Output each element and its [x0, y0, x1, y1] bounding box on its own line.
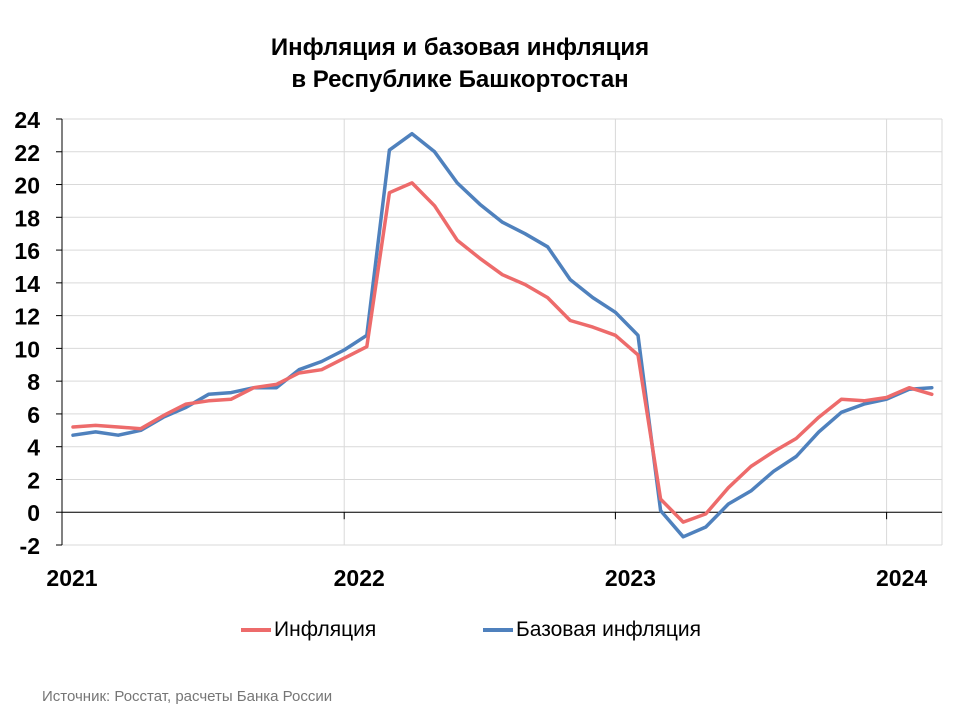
x-axis-ticks: 2021 2022 2023 2024: [46, 565, 927, 591]
y-tick-label: 24: [14, 107, 40, 133]
y-tick-label: 10: [14, 336, 40, 362]
y-tick-label: 8: [27, 369, 40, 395]
x-tick-label: 2021: [46, 565, 97, 591]
legend-label-inflation: Инфляция: [274, 618, 377, 641]
y-tick-label: 0: [27, 500, 40, 526]
series-line-core-inflation: [71, 131, 934, 539]
y-tick-label: 14: [14, 271, 40, 297]
chart-title: Инфляция и базовая инфляция в Республике…: [0, 32, 920, 96]
y-tick-label: -2: [20, 533, 40, 559]
y-tick-label: 12: [14, 304, 40, 330]
y-tick-label: 20: [14, 173, 40, 199]
y-tick-label: 22: [14, 140, 40, 166]
legend: Инфляция Базовая инфляция: [0, 618, 960, 652]
legend-item-inflation: Инфляция: [241, 618, 376, 642]
x-tick-label: 2024: [876, 565, 927, 591]
source-note: Источник: Росстат, расчеты Банка России: [42, 688, 333, 705]
axes: [56, 118, 942, 546]
x-tick-label: 2023: [605, 565, 656, 591]
y-tick-label: 6: [27, 402, 40, 428]
y-tick-label: 16: [14, 238, 40, 264]
chart-title-line1: Инфляция и базовая инфляция: [270, 34, 650, 61]
series-line-inflation: [71, 181, 934, 524]
series-lines: [71, 131, 934, 539]
legend-label-core-inflation: Базовая инфляция: [516, 618, 702, 641]
legend-item-core-inflation: Базовая инфляция: [483, 618, 701, 642]
grid-lines: [61, 118, 943, 546]
chart-title-line2: в Республике Башкортостан: [291, 66, 629, 93]
legend-swatch-inflation: [241, 628, 271, 632]
y-tick-label: 18: [14, 205, 40, 231]
legend-swatch-core-inflation: [483, 628, 513, 632]
x-tick-label: 2022: [334, 565, 385, 591]
y-tick-label: 2: [27, 467, 40, 493]
y-tick-label: 4: [27, 435, 40, 461]
